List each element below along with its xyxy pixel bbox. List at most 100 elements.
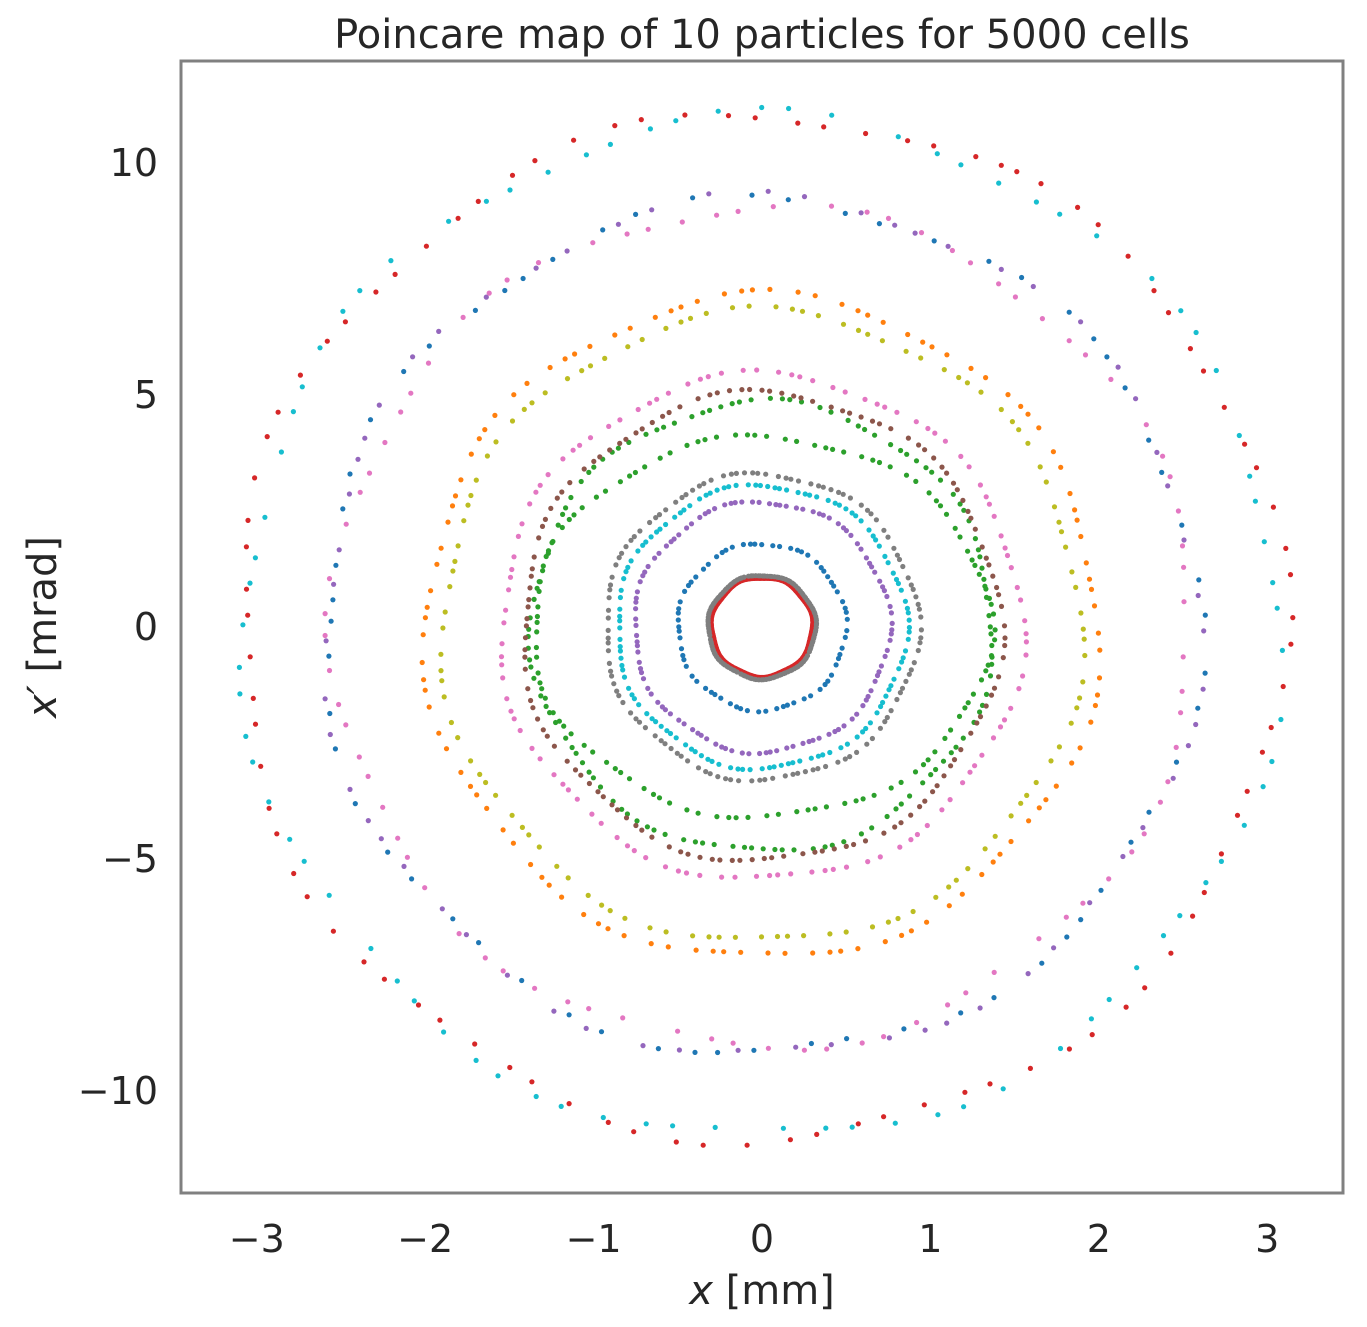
scatter-point [517, 727, 523, 734]
scatter-point [854, 541, 861, 547]
scatter-point [962, 1089, 968, 1095]
scatter-point [991, 685, 998, 691]
scatter-point [448, 719, 454, 726]
scatter-point [780, 1125, 787, 1131]
scatter-point [784, 745, 790, 751]
scatter-point [619, 806, 625, 812]
scatter-point [618, 655, 624, 661]
scatter-point [1133, 396, 1139, 402]
scatter-point [809, 869, 815, 875]
x-tick-label: 1 [918, 1217, 942, 1261]
scatter-point [839, 301, 845, 307]
scatter-point [676, 1047, 683, 1053]
scatter-point [959, 891, 965, 897]
scatter-point [703, 769, 709, 775]
scatter-point [711, 600, 717, 606]
scatter-point [882, 939, 888, 945]
scatter-point [1140, 825, 1146, 831]
scatter-point [813, 622, 820, 628]
scatter-point [801, 933, 807, 939]
scatter-point [1280, 683, 1286, 690]
scatter-point [660, 413, 666, 419]
scatter-point [1000, 655, 1006, 661]
scatter-point [1048, 758, 1054, 764]
scatter-point [511, 716, 517, 722]
scatter-point [534, 619, 540, 626]
scatter-point [617, 606, 623, 612]
scatter-point [531, 675, 537, 681]
scatter-point [577, 442, 583, 448]
scatter-point [888, 631, 894, 637]
scatter-point [536, 844, 542, 850]
scatter-point [1268, 724, 1274, 731]
scatter-point [1043, 797, 1049, 803]
scatter-point [486, 290, 492, 296]
scatter-point [602, 355, 608, 361]
scatter-point [918, 230, 925, 236]
scatter-point [624, 843, 631, 849]
scatter-point [740, 672, 746, 678]
scatter-point [677, 599, 683, 605]
scatter-point [769, 573, 775, 580]
scatter-point [243, 544, 249, 550]
scatter-point [1073, 584, 1079, 591]
scatter-point [549, 540, 555, 546]
scatter-point [243, 733, 249, 740]
scatter-point [983, 375, 989, 381]
scatter-point [706, 610, 712, 616]
scatter-point [844, 628, 850, 634]
scatter-point [1067, 490, 1073, 497]
scatter-point [712, 506, 718, 512]
scatter-point [677, 635, 683, 641]
scatter-point [773, 502, 779, 508]
scatter-point [649, 834, 655, 840]
scatter-point [617, 636, 623, 643]
scatter-point [901, 1026, 907, 1032]
scatter-point [1043, 479, 1049, 485]
scatter-point [744, 1142, 750, 1148]
scatter-point [667, 711, 674, 717]
scatter-point [977, 482, 984, 488]
scatter-point [1108, 376, 1114, 382]
scatter-point [533, 1093, 539, 1100]
scatter-point [881, 1034, 887, 1040]
scatter-point [617, 594, 624, 601]
scatter-point [656, 550, 662, 556]
scatter-point [1146, 437, 1152, 443]
scatter-point [1123, 1004, 1129, 1010]
scatter-point [838, 745, 844, 751]
scatter-point [991, 995, 997, 1001]
scatter-point [1170, 775, 1176, 781]
scatter-point [814, 559, 820, 565]
scatter-point [616, 693, 622, 699]
scatter-point [893, 806, 899, 812]
scatter-point [695, 439, 701, 445]
scatter-point [855, 423, 861, 429]
scatter-point [499, 662, 505, 668]
scatter-point [840, 491, 846, 497]
scatter-point [519, 977, 525, 984]
scatter-point [347, 786, 353, 793]
scatter-point [619, 662, 625, 669]
scatter-point [732, 934, 739, 940]
scatter-point [1168, 950, 1174, 956]
scatter-point [452, 493, 459, 499]
scatter-point [1066, 1046, 1072, 1052]
scatter-point [1125, 253, 1131, 259]
scatter-point [824, 1046, 830, 1052]
scatter-point [509, 418, 516, 424]
scatter-point [738, 706, 744, 712]
scatter-point [667, 730, 674, 737]
scatter-point [1175, 508, 1181, 514]
scatter-point [705, 374, 711, 380]
scatter-point [640, 1043, 646, 1049]
scatter-point [1201, 628, 1207, 634]
scatter-point [759, 677, 765, 683]
scatter-point [623, 815, 630, 821]
scatter-point [1058, 464, 1064, 470]
scatter-point [633, 622, 639, 629]
scatter-point [820, 512, 826, 518]
scatter-point [439, 906, 445, 912]
scatter-point [612, 766, 618, 772]
